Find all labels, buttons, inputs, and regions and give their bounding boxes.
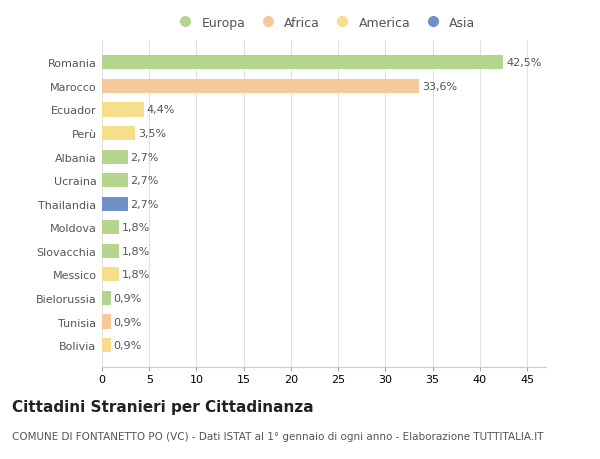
Bar [102, 338, 110, 353]
Bar [102, 103, 143, 117]
Text: 2,7%: 2,7% [130, 199, 159, 209]
Bar [102, 221, 119, 235]
Bar [102, 291, 110, 305]
Bar [102, 127, 135, 141]
Bar [102, 56, 503, 70]
Text: 1,8%: 1,8% [122, 246, 150, 256]
Text: 0,9%: 0,9% [113, 293, 142, 303]
Text: 33,6%: 33,6% [422, 82, 457, 92]
Text: 2,7%: 2,7% [130, 176, 159, 186]
Text: Cittadini Stranieri per Cittadinanza: Cittadini Stranieri per Cittadinanza [12, 399, 314, 414]
Text: 3,5%: 3,5% [138, 129, 166, 139]
Bar [102, 315, 110, 329]
Text: 1,8%: 1,8% [122, 223, 150, 233]
Bar [102, 174, 128, 188]
Text: 2,7%: 2,7% [130, 152, 159, 162]
Text: 0,9%: 0,9% [113, 317, 142, 327]
Legend: Europa, Africa, America, Asia: Europa, Africa, America, Asia [167, 11, 481, 34]
Text: 42,5%: 42,5% [506, 58, 542, 68]
Bar [102, 244, 119, 258]
Text: COMUNE DI FONTANETTO PO (VC) - Dati ISTAT al 1° gennaio di ogni anno - Elaborazi: COMUNE DI FONTANETTO PO (VC) - Dati ISTA… [12, 431, 544, 442]
Text: 1,8%: 1,8% [122, 270, 150, 280]
Text: 0,9%: 0,9% [113, 340, 142, 350]
Bar [102, 268, 119, 282]
Bar [102, 197, 128, 211]
Bar [102, 79, 419, 94]
Text: 4,4%: 4,4% [146, 105, 175, 115]
Bar [102, 150, 128, 164]
